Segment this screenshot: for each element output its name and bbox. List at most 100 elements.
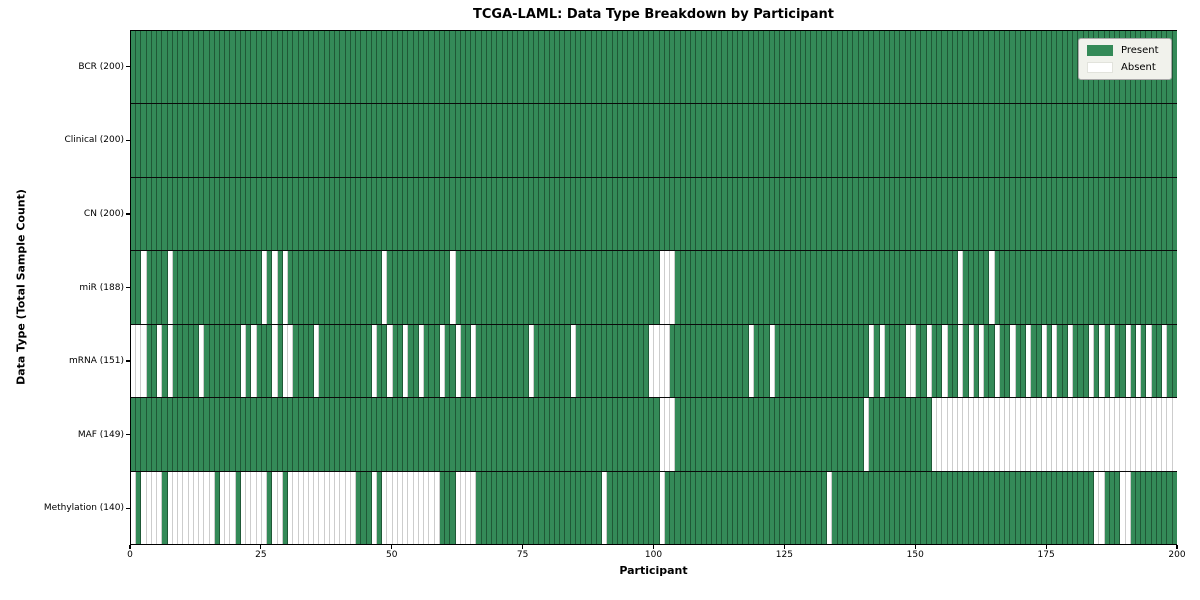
absent-cell <box>230 471 236 544</box>
present-cell <box>225 104 231 177</box>
present-cell <box>1031 177 1037 251</box>
present-cell <box>544 471 550 544</box>
present-cell <box>900 398 906 471</box>
present-cell <box>617 177 624 251</box>
present-cell <box>162 31 168 104</box>
present-cell <box>858 177 864 251</box>
present-cell <box>136 104 142 177</box>
present-cell <box>727 177 733 251</box>
present-cell <box>172 177 179 251</box>
present-cell <box>1031 324 1037 398</box>
absent-cell <box>324 471 330 544</box>
present-cell <box>183 177 189 251</box>
present-cell <box>1167 177 1173 251</box>
present-cell <box>554 31 561 104</box>
present-cell <box>204 104 210 177</box>
present-cell <box>643 471 650 544</box>
absent-cell <box>1146 398 1152 471</box>
absent-cell <box>371 324 378 398</box>
absent-cell <box>282 251 289 324</box>
present-cell <box>900 104 906 177</box>
present-cell <box>528 177 535 251</box>
present-cell <box>1099 177 1105 251</box>
present-cell <box>1099 104 1105 177</box>
absent-cell <box>654 324 660 398</box>
present-cell <box>617 104 624 177</box>
present-cell <box>1115 324 1121 398</box>
present-cell <box>502 31 508 104</box>
absent-cell <box>659 398 665 471</box>
present-cell <box>151 177 158 251</box>
present-cell <box>900 251 906 324</box>
present-cell <box>392 31 398 104</box>
present-cell <box>1109 177 1116 251</box>
present-cell <box>560 471 566 544</box>
present-cell <box>335 324 341 398</box>
present-cell <box>570 177 576 251</box>
present-cell <box>848 324 854 398</box>
present-cell <box>445 104 451 177</box>
present-cell <box>853 324 859 398</box>
present-cell <box>774 324 781 398</box>
present-cell <box>439 398 446 471</box>
y-tick-mark <box>126 139 130 141</box>
absent-cell <box>131 471 137 544</box>
present-cell <box>958 104 964 177</box>
absent-cell <box>968 398 974 471</box>
present-cell <box>466 104 472 177</box>
present-cell <box>267 177 273 251</box>
present-cell <box>596 471 603 544</box>
absent-cell <box>1162 324 1168 398</box>
present-cell <box>905 104 911 177</box>
present-cell <box>534 104 540 177</box>
present-cell <box>523 31 529 104</box>
absent-cell <box>1125 324 1131 398</box>
present-cell <box>534 251 540 324</box>
present-cell <box>439 31 446 104</box>
present-cell <box>476 251 482 324</box>
absent-cell <box>460 471 466 544</box>
absent-cell <box>131 324 137 398</box>
absent-cell <box>418 324 425 398</box>
absent-cell <box>471 471 477 544</box>
present-cell <box>560 251 566 324</box>
present-cell <box>460 31 466 104</box>
present-cell <box>921 104 927 177</box>
absent-cell <box>225 471 231 544</box>
present-cell <box>476 31 482 104</box>
present-cell <box>696 251 702 324</box>
present-cell <box>1156 324 1163 398</box>
present-cell <box>230 177 236 251</box>
present-cell <box>1015 324 1021 398</box>
present-cell <box>591 471 597 544</box>
present-cell <box>277 398 283 471</box>
present-cell <box>471 31 477 104</box>
present-cell <box>664 177 671 251</box>
absent-cell <box>1099 471 1105 544</box>
present-cell <box>455 177 461 251</box>
present-cell <box>910 471 917 544</box>
present-cell <box>460 104 466 177</box>
present-cell <box>659 31 665 104</box>
present-cell <box>1052 31 1058 104</box>
present-cell <box>246 398 252 471</box>
present-cell <box>492 104 498 177</box>
present-cell <box>450 324 456 398</box>
present-cell <box>727 104 733 177</box>
present-cell <box>1172 104 1177 177</box>
absent-cell <box>1067 398 1074 471</box>
present-cell <box>172 398 179 471</box>
present-cell <box>162 177 168 251</box>
data-row <box>131 398 1177 472</box>
present-cell <box>1141 324 1147 398</box>
absent-cell <box>256 471 262 544</box>
absent-cell <box>188 471 194 544</box>
present-cell <box>691 324 697 398</box>
present-cell <box>544 398 550 471</box>
present-cell <box>670 324 676 398</box>
present-cell <box>230 398 236 471</box>
present-cell <box>617 398 624 471</box>
present-cell <box>759 324 765 398</box>
present-cell <box>172 31 179 104</box>
present-cell <box>1062 31 1068 104</box>
